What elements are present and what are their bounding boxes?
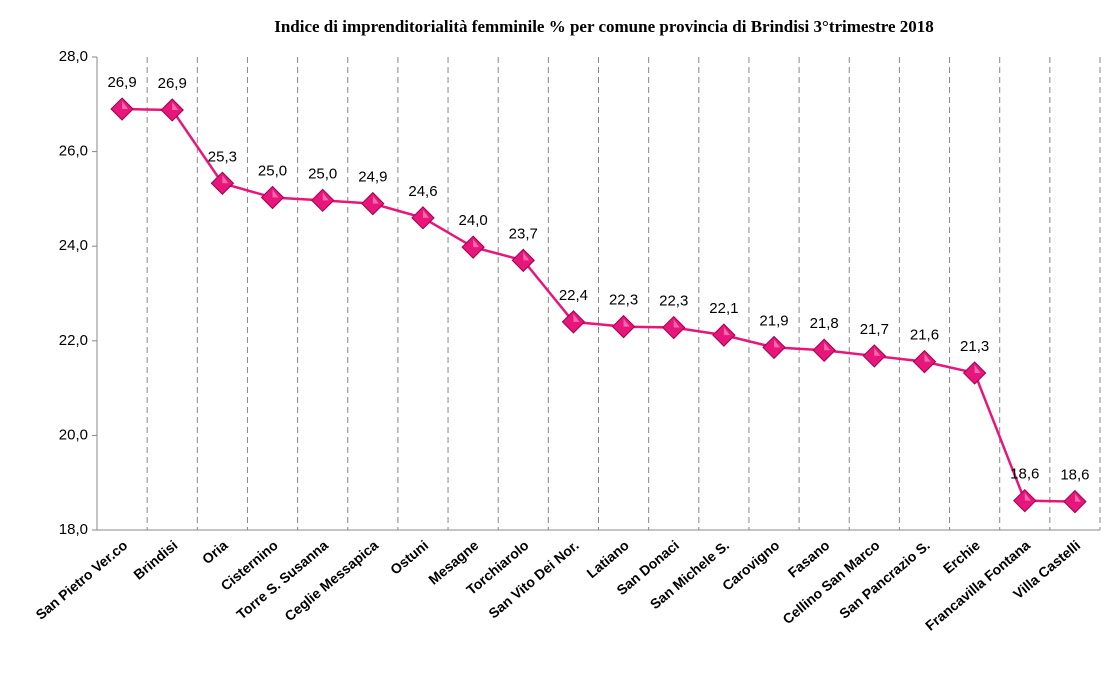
data-label: 22,4 xyxy=(559,287,588,304)
marker-shine xyxy=(924,353,931,362)
marker-shine xyxy=(222,175,229,184)
marker-shine xyxy=(974,364,981,373)
data-label: 22,3 xyxy=(659,293,688,310)
marker-shine xyxy=(422,209,429,218)
data-label: 21,8 xyxy=(810,315,839,332)
x-tick-label: Torre S. Susanna xyxy=(233,537,331,623)
x-tick-label: Erchie xyxy=(940,537,983,577)
y-tick-label: 28,0 xyxy=(59,48,88,65)
y-tick-label: 24,0 xyxy=(59,237,88,254)
y-tick-label: 18,0 xyxy=(59,521,88,538)
data-label: 18,6 xyxy=(1060,467,1089,484)
data-label: 24,6 xyxy=(408,183,437,200)
x-tick-label: Cellino San Marco xyxy=(779,537,882,627)
x-tick-label: Oria xyxy=(199,537,231,567)
x-tick-label: San Pancrazio S. xyxy=(836,537,933,622)
marker-shine xyxy=(272,189,279,198)
marker-shine xyxy=(723,327,730,336)
data-label: 26,9 xyxy=(107,74,136,91)
data-label: 23,7 xyxy=(509,225,538,242)
marker-shine xyxy=(322,192,329,201)
marker-shine xyxy=(774,339,781,348)
marker-shine xyxy=(874,347,881,356)
data-label: 24,9 xyxy=(358,169,387,186)
data-label: 21,6 xyxy=(910,327,939,344)
marker-shine xyxy=(372,195,379,204)
marker-shine xyxy=(172,101,179,110)
data-label: 25,0 xyxy=(308,165,337,182)
marker-shine xyxy=(473,239,480,248)
x-tick-label: Ceglie Messapica xyxy=(281,537,381,624)
marker-shine xyxy=(1074,493,1081,502)
marker-shine xyxy=(523,252,530,261)
data-label: 24,0 xyxy=(459,212,488,229)
marker-shine xyxy=(824,342,831,351)
data-label: 21,3 xyxy=(960,338,989,355)
data-label: 25,3 xyxy=(208,148,237,165)
x-tick-label: San Pietro Ver.co xyxy=(32,537,130,623)
data-label: 25,0 xyxy=(258,162,287,179)
y-tick-label: 20,0 xyxy=(59,426,88,443)
data-label: 21,7 xyxy=(860,321,889,338)
y-tick-label: 26,0 xyxy=(59,143,88,160)
x-tick-label: Ostuni xyxy=(387,537,431,578)
x-tick-label: Latiano xyxy=(583,537,631,581)
data-label: 18,6 xyxy=(1010,466,1039,483)
marker-shine xyxy=(1024,492,1031,501)
data-label: 21,9 xyxy=(759,312,788,329)
data-label: 22,1 xyxy=(709,300,738,317)
chart-title: Indice di imprenditorialità femminile % … xyxy=(274,17,934,36)
x-tick-label: Fasano xyxy=(785,537,833,581)
x-tick-label: San Vito Dei Nor. xyxy=(485,537,582,622)
data-label: 26,9 xyxy=(158,75,187,92)
marker-shine xyxy=(573,313,580,322)
y-tick-label: 22,0 xyxy=(59,332,88,349)
x-tick-label: Brindisi xyxy=(130,537,180,583)
marker-shine xyxy=(623,318,630,327)
marker-shine xyxy=(122,101,129,110)
marker-shine xyxy=(673,319,680,328)
data-label: 22,3 xyxy=(609,292,638,309)
